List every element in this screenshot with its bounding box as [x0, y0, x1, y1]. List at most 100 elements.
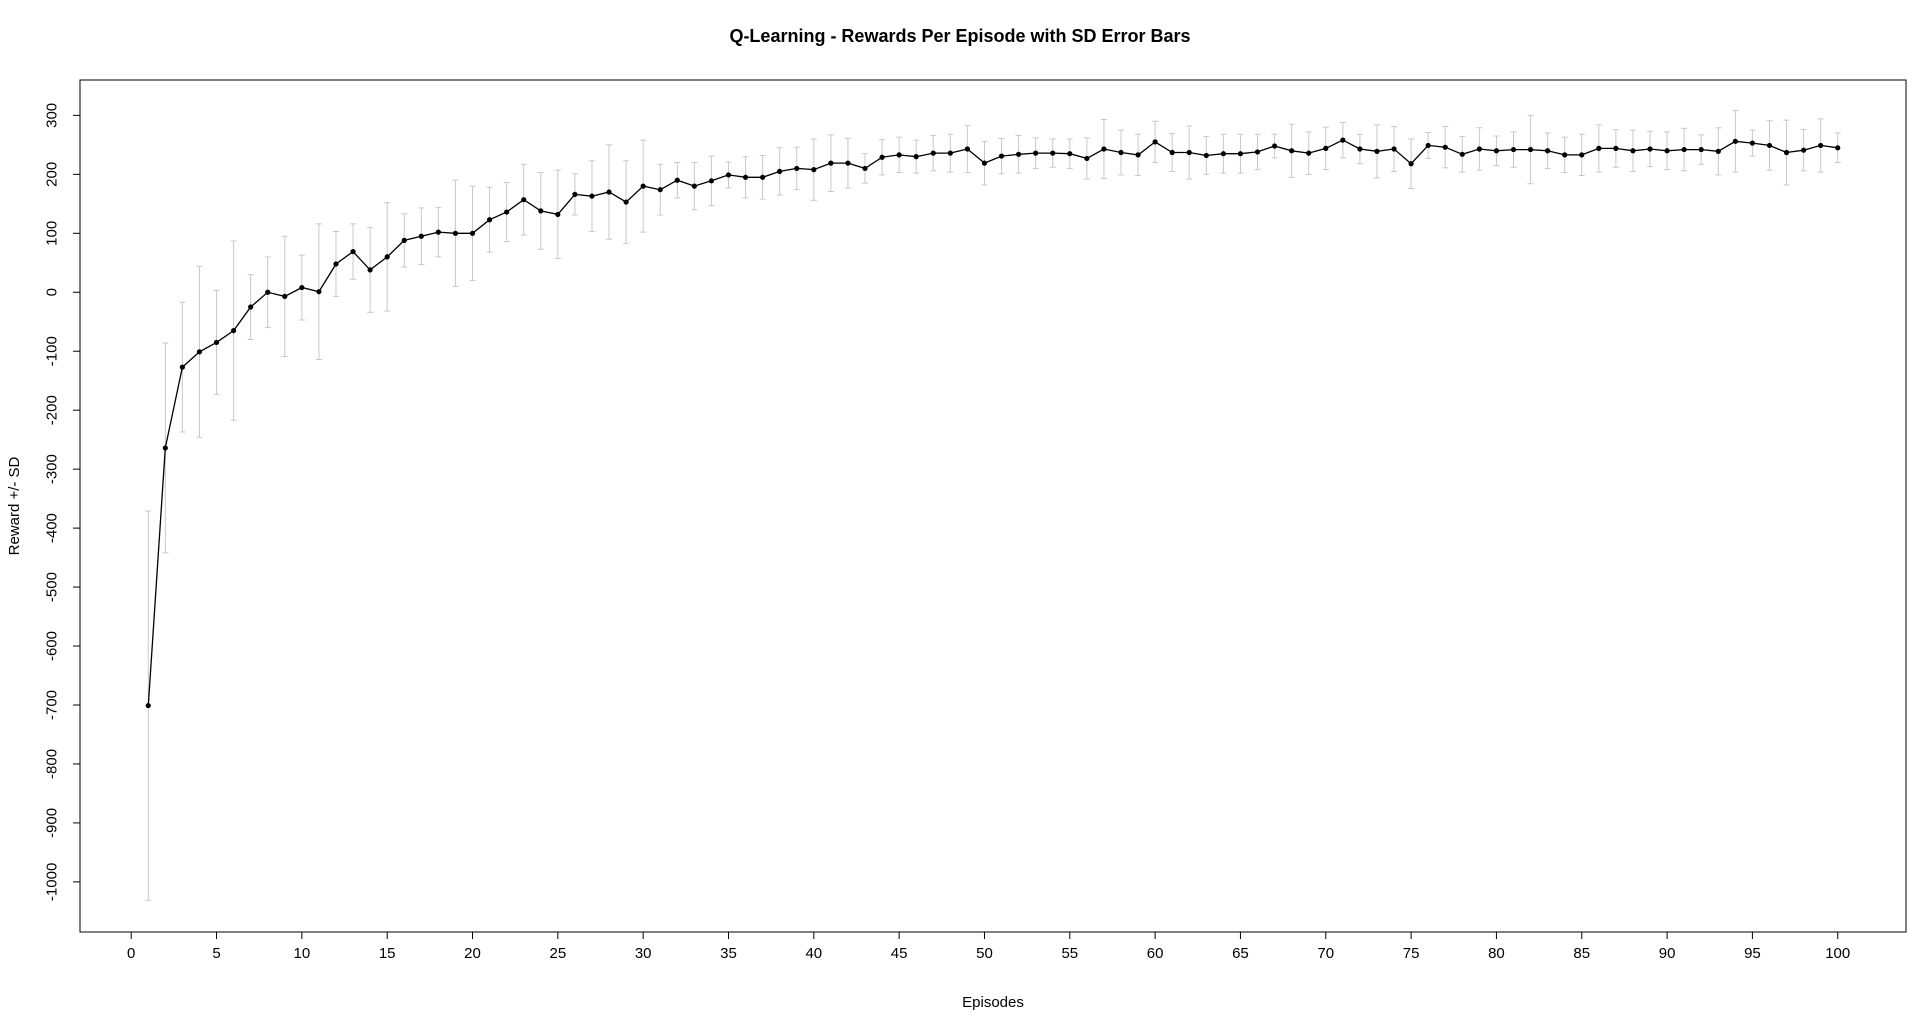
data-point [538, 208, 544, 214]
data-point [589, 193, 595, 199]
data-point [794, 165, 800, 172]
data-point [674, 177, 680, 183]
x-tick-label: 65 [1232, 945, 1249, 962]
data-point [691, 183, 697, 189]
data-point [435, 229, 441, 235]
x-tick-label: 50 [976, 945, 993, 962]
data-point [1783, 149, 1790, 156]
data-point [1476, 146, 1482, 152]
data-point [1613, 145, 1619, 151]
x-tick-label: 55 [1061, 945, 1078, 962]
data-point [452, 230, 459, 236]
data-point [367, 267, 373, 273]
data-point [1357, 146, 1363, 152]
x-tick-label: 95 [1744, 945, 1761, 962]
y-tick-label: -900 [44, 808, 61, 838]
data-point [1766, 142, 1773, 149]
data-point [1237, 151, 1244, 157]
data-point [469, 230, 476, 236]
y-tick-label: 100 [44, 221, 61, 246]
data-point [828, 160, 834, 166]
data-point [964, 146, 971, 152]
x-tick-label: 80 [1488, 945, 1505, 962]
x-tick-label: 25 [549, 945, 566, 962]
data-point [248, 304, 254, 310]
data-point [1084, 155, 1090, 162]
data-point [1323, 145, 1329, 151]
data-point [401, 237, 407, 243]
data-point [896, 152, 902, 158]
data-point [1749, 140, 1756, 146]
data-point [384, 254, 390, 260]
x-axis: 0 5 10 15 20 25 30 35 40 45 50 55 60 65 70 75 80 85 90 95 10… [127, 931, 1850, 962]
y-axis: -1000-900-800-700-600-500-400-300-200-10… [44, 103, 81, 901]
data-point [930, 150, 936, 156]
data-point [299, 284, 305, 291]
data-point [1169, 149, 1175, 156]
y-axis-title: Reward +/- SD [6, 456, 23, 555]
data-point [1050, 150, 1056, 156]
data-point [316, 289, 322, 295]
data-point [845, 160, 851, 166]
data-point [1698, 146, 1704, 153]
x-tick-label: 60 [1147, 945, 1164, 962]
data-point [1374, 148, 1380, 154]
data-point [1664, 148, 1670, 154]
data-point [640, 183, 646, 189]
data-point [1545, 148, 1551, 154]
x-tick-label: 90 [1659, 945, 1676, 962]
data-point [1152, 139, 1158, 145]
y-tick-label: 300 [44, 103, 61, 128]
data-point [1306, 150, 1312, 156]
y-tick-label: -500 [44, 572, 61, 602]
data-point [811, 167, 817, 173]
series-line-group [147, 139, 1838, 706]
data-point [504, 209, 510, 215]
data-point [1527, 146, 1534, 153]
data-point [742, 174, 749, 180]
x-tick-label: 10 [294, 945, 311, 962]
data-point [196, 349, 203, 355]
y-tick-label: -1000 [44, 863, 61, 901]
x-tick-label: 100 [1825, 945, 1850, 962]
y-tick-label: -400 [44, 513, 61, 543]
data-point [998, 153, 1005, 159]
data-point [760, 174, 766, 180]
data-point [486, 217, 493, 223]
data-point [1732, 138, 1738, 144]
data-point [1596, 145, 1602, 151]
data-point [1562, 152, 1568, 158]
y-tick-label: -800 [44, 749, 61, 779]
x-tick-label: 45 [891, 945, 908, 962]
data-point [1067, 151, 1073, 157]
data-point [1647, 146, 1653, 152]
data-point [1425, 142, 1431, 149]
data-point [1715, 148, 1721, 154]
data-point [555, 211, 561, 218]
data-point [708, 178, 715, 184]
x-tick-label: 70 [1317, 945, 1334, 962]
data-point [213, 339, 220, 345]
data-point [777, 168, 783, 174]
y-tick-label: 200 [44, 162, 61, 187]
data-point [879, 154, 885, 160]
data-point [572, 191, 578, 197]
data-point [1493, 148, 1500, 154]
data-point [145, 702, 151, 709]
data-point [1391, 146, 1397, 152]
chart-title: Q-Learning - Rewards Per Episode with SD… [729, 26, 1191, 46]
data-point [1459, 151, 1465, 157]
data-point [1289, 148, 1295, 154]
y-tick-label: 0 [44, 288, 61, 296]
x-tick-label: 75 [1403, 945, 1420, 962]
data-point [1681, 146, 1687, 153]
data-point [230, 327, 237, 334]
data-point [1186, 149, 1192, 156]
data-point [265, 289, 271, 295]
data-point [1630, 148, 1636, 154]
data-point [1835, 145, 1841, 151]
data-point [282, 293, 288, 299]
data-point [1801, 147, 1807, 153]
data-point [623, 199, 629, 205]
data-point [1340, 137, 1346, 143]
